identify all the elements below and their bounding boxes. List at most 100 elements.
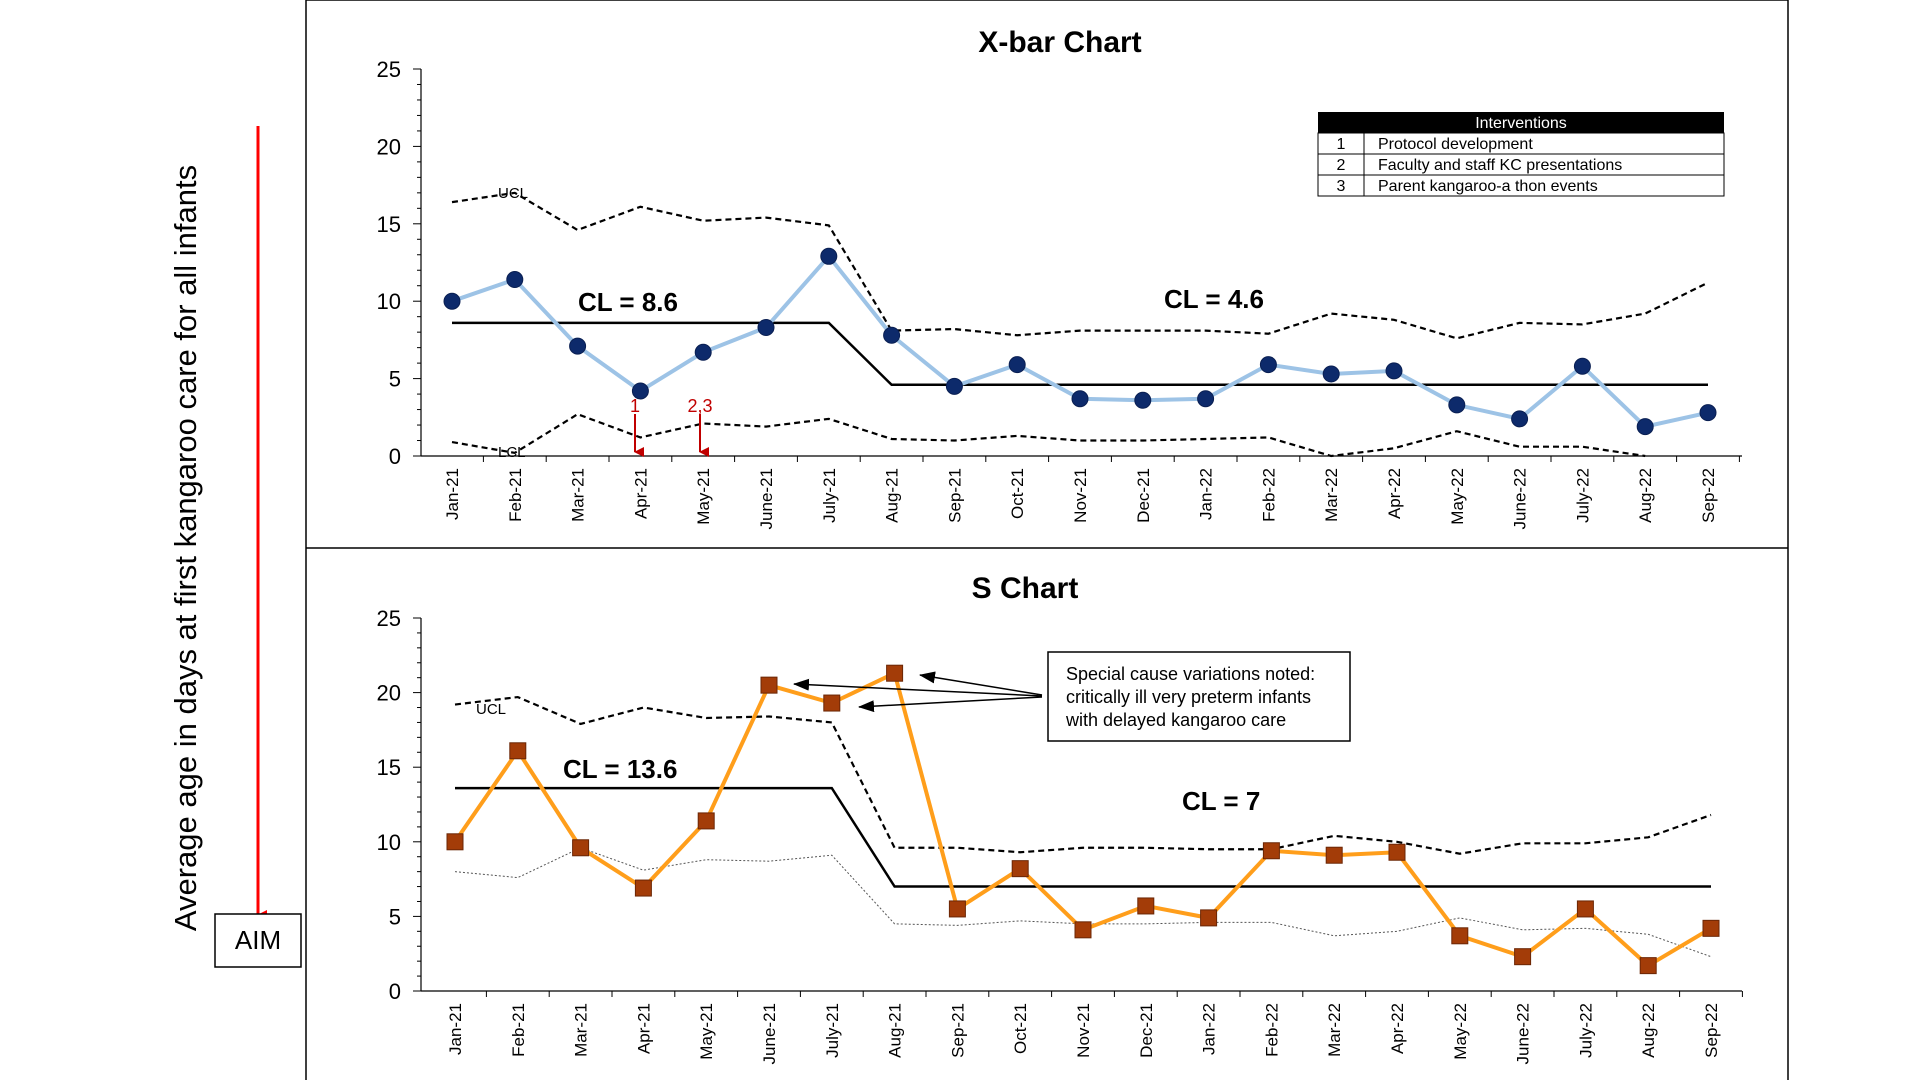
xbar-x-tick-label: June-22 [1511, 468, 1530, 529]
xbar-x-tick-label: Aug-22 [1636, 468, 1655, 523]
annotation-line-1: Special cause variations noted: [1066, 664, 1315, 684]
s-data-point [1576, 900, 1594, 918]
xbar-data-point [1448, 396, 1466, 414]
xbar-center-line [452, 321, 1708, 387]
s-lcl-line [454, 847, 1712, 958]
xbar-control-limits [451, 191, 1709, 458]
s-data-point [1074, 921, 1092, 939]
s-data-point [572, 839, 590, 857]
s-x-tick-label: July-21 [823, 1003, 842, 1058]
xbar-chart: X-bar Chart 0 5 10 15 20 25 Jan-21 Feb-21 Mar-21… [377, 26, 1742, 529]
xbar-cl-label-1: CL = 8.6 [578, 287, 678, 317]
xbar-x-tick-label: Dec-21 [1134, 468, 1153, 523]
s-data-point [634, 879, 652, 897]
xbar-y-tick-label: 5 [389, 367, 401, 392]
xbar-series [443, 247, 1717, 436]
xbar-data-point [1385, 362, 1403, 380]
s-data-point [1702, 919, 1720, 937]
s-data-point [948, 900, 966, 918]
xbar-lcl-line [451, 412, 1646, 458]
s-x-tick-label: June-21 [760, 1003, 779, 1064]
s-x-tick-label: Oct-21 [1011, 1003, 1030, 1054]
aim-label: AIM [235, 925, 281, 955]
s-data-point [697, 812, 715, 830]
legend-num: 3 [1337, 178, 1346, 195]
xbar-y-tick-label: 10 [377, 289, 401, 314]
legend-header: Interventions [1475, 115, 1567, 132]
s-x-tick-label: Aug-22 [1639, 1003, 1658, 1058]
s-x-tick-label: Sep-22 [1702, 1003, 1721, 1058]
xbar-data-point [694, 343, 712, 361]
xbar-x-tick-label: Jan-22 [1197, 468, 1216, 520]
xbar-y-tick-label: 15 [377, 212, 401, 237]
s-x-tick-label: Apr-21 [634, 1003, 653, 1054]
s-center-line [455, 786, 1711, 888]
xbar-x-tick-label: July-21 [820, 468, 839, 523]
xbar-data-point [820, 247, 838, 265]
s-data-point [1514, 948, 1532, 966]
xbar-x-tick-label: May-22 [1448, 468, 1467, 525]
legend-text: Parent kangaroo-a thon events [1378, 178, 1598, 195]
xbar-data-point [1197, 390, 1215, 408]
s-data-point [1011, 860, 1029, 878]
s-y-tick-label: 25 [377, 606, 401, 631]
xbar-ucl-label: UCL [498, 185, 528, 202]
s-x-tick-label: July-22 [1576, 1003, 1595, 1058]
s-data-point [823, 694, 841, 712]
y-axis-label: Average age in days at first kangaroo ca… [168, 165, 203, 931]
xbar-x-tick-label: July-22 [1573, 468, 1592, 523]
xbar-y-tick-label: 0 [389, 444, 401, 469]
xbar-x-tick-label: Aug-21 [883, 468, 902, 523]
xbar-data-point [1511, 410, 1529, 428]
xbar-data-point [631, 382, 649, 400]
intervention-label-2: 2,3 [687, 396, 712, 416]
s-data-point [760, 676, 778, 694]
annotation-box [1047, 651, 1351, 742]
xbar-data-point [1134, 391, 1152, 409]
xbar-data-point [1322, 365, 1340, 383]
xbar-chart-title: X-bar Chart [978, 26, 1141, 59]
s-x-tick-label: Mar-21 [572, 1003, 591, 1057]
s-data-point [1388, 843, 1406, 861]
xbar-data-point [569, 337, 587, 355]
annotation-line-3: with delayed kangaroo care [1065, 710, 1286, 730]
s-x-tick-label: Sep-21 [948, 1003, 967, 1058]
legend-text: Faculty and staff KC presentations [1378, 157, 1622, 174]
xbar-lcl-label: LCL [498, 444, 526, 461]
s-x-tick-label: Dec-21 [1137, 1003, 1156, 1058]
s-x-tick-label: May-22 [1451, 1003, 1470, 1060]
shared-y-label: Average age in days at first kangaroo ca… [168, 165, 203, 931]
s-cl-label-1: CL = 13.6 [563, 754, 677, 784]
legend-header-bg [1318, 112, 1724, 133]
s-data-point [446, 833, 464, 851]
xbar-x-tick-label: Sep-21 [945, 468, 964, 523]
s-x-tick-label: June-22 [1514, 1003, 1533, 1064]
xbar-x-tick-label: Feb-22 [1259, 468, 1278, 522]
s-x-tick-label: Apr-22 [1388, 1003, 1407, 1054]
legend-text: Protocol development [1378, 136, 1533, 153]
s-cl-label-2: CL = 7 [1182, 786, 1260, 816]
s-x-tick-label: Jan-21 [446, 1003, 465, 1055]
xbar-data-point [883, 326, 901, 344]
xbar-data-point [1699, 404, 1717, 422]
legend-num: 1 [1337, 136, 1346, 153]
xbar-x-tick-label: Oct-21 [1008, 468, 1027, 519]
s-data-point [1137, 897, 1155, 915]
s-x-tick-label: May-21 [697, 1003, 716, 1060]
s-y-tick-label: 0 [389, 979, 401, 1004]
xbar-x-tick-label: Mar-22 [1322, 468, 1341, 522]
xbar-x-tick-label: Feb-21 [506, 468, 525, 522]
s-x-tick-label: Feb-21 [509, 1003, 528, 1057]
s-data-point [1200, 909, 1218, 927]
panel-frame [305, 0, 1789, 1080]
xbar-data-point [506, 271, 524, 289]
xbar-x-tick-label: Jan-21 [443, 468, 462, 520]
s-data-point [509, 742, 527, 760]
s-series [446, 664, 1720, 975]
xbar-x-tick-label: May-21 [694, 468, 713, 525]
xbar-ucl-line [451, 191, 1709, 340]
s-x-tick-label: Mar-22 [1325, 1003, 1344, 1057]
xbar-data-point [443, 292, 461, 310]
special-cause-annotation: Special cause variations noted: critical… [793, 651, 1351, 742]
